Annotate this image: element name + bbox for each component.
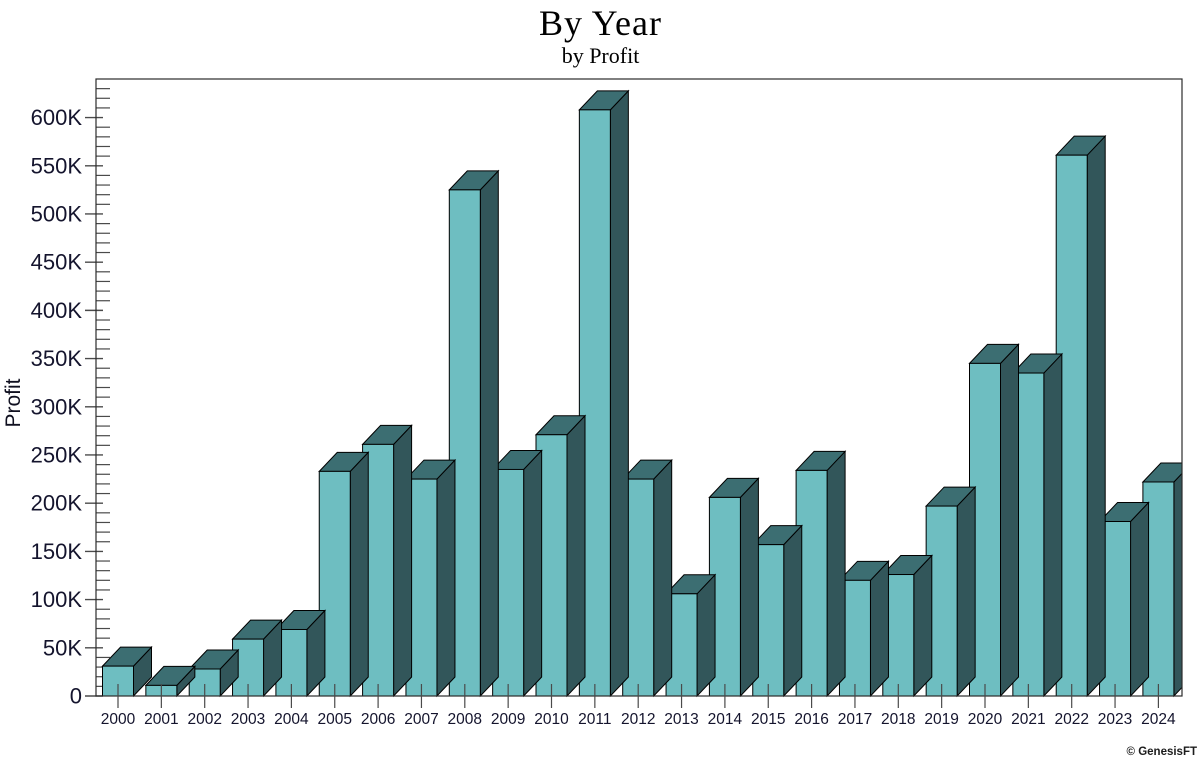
bar-side-face	[696, 573, 716, 698]
bar-side-face	[479, 169, 499, 698]
bar-2018	[881, 554, 933, 698]
x-tick-label: 2002	[187, 711, 221, 728]
bar-2020	[968, 343, 1020, 698]
x-tick-label: 2017	[838, 711, 872, 728]
bar-2023	[1098, 501, 1150, 698]
y-tick-label: 300K	[31, 394, 83, 419]
y-tick-label: 250K	[31, 442, 83, 467]
x-tick-label: 2019	[924, 711, 958, 728]
x-tick-label: 2000	[101, 711, 136, 728]
bar-top-face	[1141, 462, 1182, 483]
bar-side-face	[869, 560, 889, 698]
bar-2001	[144, 665, 197, 698]
x-tick-label: 2013	[664, 711, 698, 728]
x-tick-label: 2010	[534, 711, 569, 728]
x-tick-label: 2015	[751, 711, 785, 728]
bar-2009	[491, 449, 543, 698]
bar-2008	[448, 169, 500, 698]
bar-2004	[274, 609, 327, 698]
bar-2012	[621, 458, 673, 698]
y-tick-label: 500K	[31, 201, 83, 226]
bar-side-face	[1000, 343, 1019, 698]
bar-2021	[1011, 352, 1064, 698]
bar-2000	[101, 645, 153, 698]
x-tick-label: 2005	[318, 711, 352, 728]
x-tick-label: 2023	[1098, 711, 1132, 728]
bar-side-face	[523, 449, 543, 698]
x-tick-label: 2014	[708, 711, 743, 728]
bar-2006	[361, 424, 413, 698]
bar-side-face	[913, 554, 933, 698]
bar-side-face	[1086, 134, 1106, 698]
y-tick-label: 450K	[31, 250, 83, 275]
bar-side-face	[1043, 352, 1063, 698]
bar-side-face	[609, 89, 629, 698]
bar-side-face	[1173, 472, 1182, 698]
y-tick-label: 50K	[43, 635, 82, 660]
y-tick-label: 0	[70, 684, 82, 709]
y-tick-label: 400K	[31, 298, 83, 323]
bar-2022	[1055, 134, 1107, 698]
bar-2010	[534, 414, 587, 698]
y-tick-label: 600K	[31, 105, 83, 130]
bar-2014	[708, 477, 760, 698]
chart-title: By Year	[538, 3, 662, 43]
x-tick-label: 2012	[621, 711, 655, 728]
bar-side-face	[739, 477, 759, 698]
x-tick-label: 2008	[448, 711, 482, 728]
bar-2003	[231, 618, 283, 698]
bar-side-face	[349, 451, 369, 698]
bar-2024	[1141, 462, 1182, 698]
bar-side-face	[1130, 501, 1150, 698]
x-tick-label: 2011	[578, 711, 611, 728]
bar-2002	[188, 648, 240, 698]
y-tick-label: 150K	[31, 539, 83, 564]
x-tick-label: 2016	[794, 711, 828, 728]
y-tick-label: 200K	[31, 491, 83, 516]
y-tick-label: 100K	[31, 587, 83, 612]
y-axis: 0 50K 100K 150K 200K 250K 300K 350K 400K 450K 500K…	[31, 88, 110, 709]
x-tick-label: 2024	[1141, 711, 1176, 728]
bar-side-face	[826, 450, 846, 698]
x-axis: 2000 2001 2002 2003 2004 2005 2006 2007 2008 2009…	[101, 684, 1176, 728]
x-tick-label: 2018	[881, 711, 915, 728]
bar-side-face	[653, 458, 673, 698]
x-tick-label: 2021	[1011, 711, 1045, 728]
plot-border	[95, 78, 1183, 697]
bar-2011	[578, 89, 630, 698]
bar-2013	[664, 573, 717, 698]
y-tick-label: 350K	[31, 346, 83, 371]
bar-side-face	[783, 524, 803, 698]
bar-side-face	[956, 485, 976, 698]
bars-group	[101, 89, 1182, 698]
x-tick-label: 2003	[231, 711, 265, 728]
chart-subtitle: by Profit	[561, 43, 640, 68]
watermark: © GenesisFT	[1126, 746, 1197, 758]
bar-2016	[794, 450, 847, 698]
bar-2015	[751, 524, 803, 698]
bar-2019	[924, 485, 977, 698]
bar-2017	[838, 560, 890, 698]
bar-2007	[404, 458, 457, 698]
bar-2005	[318, 451, 370, 698]
bar-side-face	[393, 424, 413, 698]
bar-side-face	[436, 458, 456, 698]
x-tick-label: 2022	[1054, 711, 1088, 728]
x-tick-label: 2007	[404, 711, 438, 728]
x-tick-label: 2001	[144, 711, 178, 728]
x-tick-label: 2004	[274, 711, 309, 728]
y-tick-label: 550K	[31, 153, 83, 178]
x-tick-label: 2006	[361, 711, 395, 728]
x-tick-label: 2020	[968, 711, 1003, 728]
x-tick-label: 2009	[491, 711, 525, 728]
bar-side-face	[566, 414, 586, 698]
